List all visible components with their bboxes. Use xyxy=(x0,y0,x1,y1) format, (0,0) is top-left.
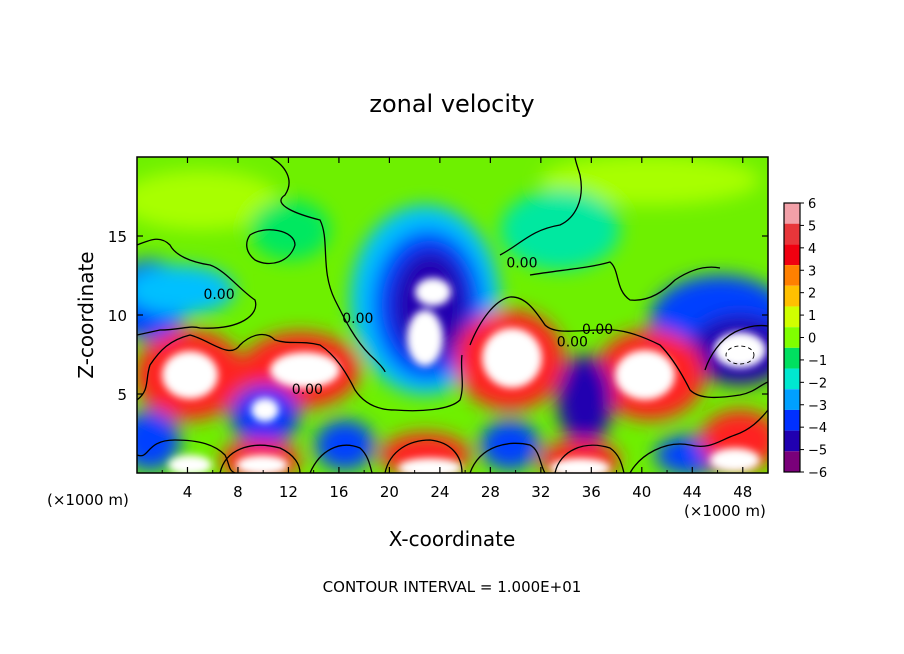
contour-label: 0.00 xyxy=(506,256,537,272)
x-axis-ticks: 4 8 12 16 20 24 28 32 36 40 44 48 xyxy=(161,157,752,501)
colorbar-label: 5 xyxy=(808,219,816,234)
colorbar-swatch xyxy=(784,327,800,348)
colorbar-label: −3 xyxy=(808,399,827,414)
x-axis-label: X-coordinate xyxy=(389,527,516,551)
contour-interval-footer: CONTOUR INTERVAL = 1.000E+01 xyxy=(323,578,582,596)
colorbar-swatch xyxy=(784,347,800,369)
colorbar: 6 5 4 3 2 1 0 −1 −2 −3 −4 −5 −6 xyxy=(783,197,827,481)
x-tick-label: 36 xyxy=(582,483,601,501)
x-tick-label: 24 xyxy=(430,483,449,501)
contour-label: 0.00 xyxy=(582,322,613,338)
x-tick-label: 8 xyxy=(233,483,243,501)
colorbar-label: 2 xyxy=(808,287,816,302)
colorbar-swatch xyxy=(784,430,800,452)
heatmap-field xyxy=(137,157,768,473)
y-axis-ticks: 5 10 15 xyxy=(108,228,768,404)
contour-label: 0.00 xyxy=(292,382,323,398)
colorbar-swatch xyxy=(784,409,800,431)
contour-label: 0.00 xyxy=(557,335,588,351)
colorbar-swatch xyxy=(784,306,800,328)
colorbar-swatch xyxy=(784,203,800,224)
colorbar-label: −1 xyxy=(808,354,827,369)
x-tick-label: 16 xyxy=(329,483,348,501)
y-axis-label: Z-coordinate xyxy=(74,251,98,378)
contour-label: 0.00 xyxy=(342,311,373,327)
x-unit-right: (×1000 m) xyxy=(684,502,766,520)
x-tick-label: 32 xyxy=(531,483,550,501)
colorbar-swatch xyxy=(784,265,800,286)
x-unit-left: (×1000 m) xyxy=(47,491,129,509)
colorbar-swatch xyxy=(784,368,800,390)
x-tick-label: 20 xyxy=(380,483,399,501)
x-tick-label: 28 xyxy=(481,483,500,501)
contour-label: 0.00 xyxy=(203,287,234,303)
x-tick-label: 48 xyxy=(733,483,752,501)
zero-contours xyxy=(137,157,768,473)
colorbar-swatch xyxy=(784,223,800,245)
colorbar-swatch xyxy=(784,451,800,472)
colorbar-label: 3 xyxy=(808,264,816,279)
chart-title: zonal velocity xyxy=(369,90,534,118)
colorbar-label: −6 xyxy=(808,466,827,481)
colorbar-label: 0 xyxy=(808,332,816,347)
x-tick-label: 12 xyxy=(279,483,298,501)
colorbar-label: 4 xyxy=(808,242,816,257)
x-tick-label: 44 xyxy=(683,483,702,501)
colorbar-swatch xyxy=(784,389,800,410)
colorbar-label: 6 xyxy=(808,197,816,212)
colorbar-label: −2 xyxy=(808,376,827,391)
y-tick-label: 10 xyxy=(108,307,127,325)
colorbar-label: −4 xyxy=(808,421,827,436)
colorbar-label: 1 xyxy=(808,309,816,324)
colorbar-swatch xyxy=(784,244,800,266)
y-tick-label: 15 xyxy=(108,228,127,246)
x-tick-label: 40 xyxy=(632,483,651,501)
y-tick-label: 5 xyxy=(117,386,127,404)
colorbar-label: −5 xyxy=(808,444,827,459)
colorbar-swatch xyxy=(784,285,800,307)
x-tick-label: 4 xyxy=(183,483,193,501)
contour-labels: 0.000.000.000.000.000.00 xyxy=(203,256,613,398)
